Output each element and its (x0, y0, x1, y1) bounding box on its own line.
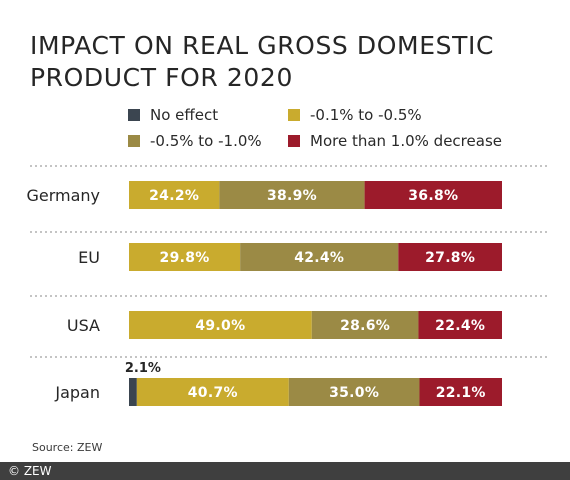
data-label: 42.4% (294, 250, 344, 266)
data-label: 22.1% (436, 385, 486, 401)
legend-item-no-effect: No effect (128, 106, 218, 124)
data-label: 27.8% (425, 250, 475, 266)
category-label: Japan (54, 383, 100, 402)
legend-item-mid: -0.5% to -1.0% (128, 132, 262, 150)
data-label: 35.0% (329, 385, 379, 401)
data-label: 40.7% (188, 385, 238, 401)
bar-segment (129, 243, 241, 271)
legend-item-low: -0.1% to -0.5% (288, 106, 422, 124)
bar-segment (398, 243, 502, 271)
data-label: 38.9% (267, 188, 317, 204)
data-label: 36.8% (408, 188, 458, 204)
legend-label: More than 1.0% decrease (310, 132, 502, 150)
data-label: 22.4% (435, 318, 485, 334)
category-label: Germany (26, 186, 100, 205)
data-label: 24.2% (149, 188, 199, 204)
source-note: Source: ZEW (32, 441, 103, 454)
category-label: USA (67, 316, 100, 335)
data-label: 29.8% (160, 250, 210, 266)
chart-title: IMPACT ON REAL GROSS DOMESTIC PRODUCT FO… (30, 31, 494, 92)
bar-segment (419, 378, 502, 406)
bar-segment (129, 311, 312, 339)
bar-segment (129, 378, 137, 406)
legend-label: -0.1% to -0.5% (310, 106, 422, 124)
bar-segment (219, 181, 365, 209)
bar-segment (240, 243, 399, 271)
legend-swatch-high (288, 135, 300, 147)
legend-swatch-mid (128, 135, 140, 147)
legend-item-high: More than 1.0% decrease (288, 132, 502, 150)
category-label: EU (78, 248, 100, 267)
legend-label: No effect (150, 106, 219, 124)
footer-bar: © ZEW (0, 462, 570, 480)
bar-segment (136, 378, 289, 406)
bar-segment (129, 181, 220, 209)
legend-label: -0.5% to -1.0% (150, 132, 262, 150)
legend: No effect -0.1% to -0.5% -0.5% to -1.0% … (128, 106, 548, 156)
data-label: 2.1% (125, 361, 161, 376)
legend-swatch-low (288, 109, 300, 121)
bar-segment (288, 378, 420, 406)
bar-segment (418, 311, 502, 339)
bar-segment (364, 181, 502, 209)
data-label: 49.0% (195, 318, 245, 334)
legend-swatch-no-effect (128, 109, 140, 121)
bar-segment (311, 311, 419, 339)
data-label: 28.6% (340, 318, 390, 334)
copyright-text: © ZEW (8, 464, 52, 478)
